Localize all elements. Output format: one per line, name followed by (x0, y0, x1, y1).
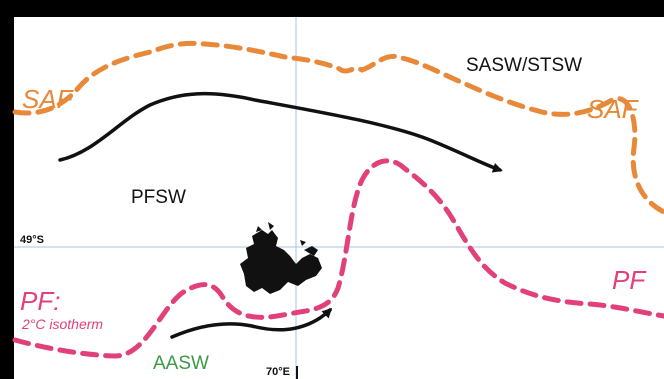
aasw-label: AASW (153, 353, 209, 374)
current-arrow-north (58, 91, 503, 173)
sasw-stsw-label: SASW/STSW (466, 55, 583, 76)
kerguelen-island-shape (240, 222, 322, 294)
pf-label-west: PF: (20, 286, 61, 316)
saf-label-east: SAF (587, 94, 638, 124)
pf-label-east: PF (612, 265, 646, 295)
pf-sublabel: 2°C isotherm (22, 316, 104, 332)
pf-front-line (12, 158, 664, 359)
latitude-label: 49°S (20, 234, 44, 246)
pfsw-label: PFSW (131, 187, 186, 208)
map-background (14, 17, 664, 379)
longitude-label: 70°E (266, 366, 290, 378)
saf-front-line (12, 40, 664, 215)
saf-label-west: SAF (22, 84, 73, 114)
current-arrow-south (170, 307, 333, 339)
